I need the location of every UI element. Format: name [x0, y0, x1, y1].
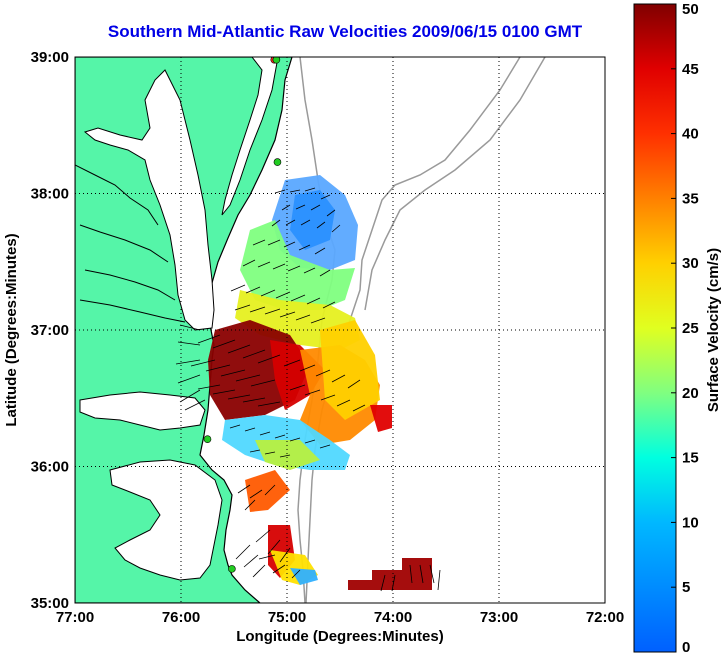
pamlico-sound — [109, 459, 223, 581]
y-axis-label: Latitude (Degrees:Minutes) — [3, 233, 20, 426]
colorbar-tick-label: 50 — [682, 1, 699, 18]
colorbar-tick-label: 35 — [682, 190, 699, 207]
lon-tick-label: 75:00 — [268, 609, 306, 626]
lat-tick-label: 37:00 — [31, 322, 69, 339]
colorbar-tick-label: 20 — [682, 385, 699, 402]
colorbar — [633, 3, 677, 653]
albemarle-sound — [79, 391, 206, 431]
river-york — [84, 269, 176, 301]
map-title: Southern Mid-Atlantic Raw Velocities 200… — [107, 22, 583, 41]
colorbar-tick-label: 40 — [682, 126, 699, 143]
x-axis-label: Longitude (Degrees:Minutes) — [236, 628, 444, 645]
longitude-ticks: 77:00 76:00 75:00 74:00 73:00 72:00 — [56, 609, 624, 626]
lat-tick-label: 39:00 — [31, 49, 69, 66]
bathymetry-contour-deep — [364, 57, 546, 311]
river-rappahannock — [79, 224, 169, 263]
lat-tick-label: 36:00 — [31, 459, 69, 476]
colorbar-ticks: 0 5 10 15 20 25 30 35 40 45 50 — [671, 1, 699, 656]
lon-tick-label: 77:00 — [56, 609, 94, 626]
river-james — [79, 299, 186, 323]
colorbar-label: Surface Velocity (cm/s) — [705, 248, 722, 412]
latitude-ticks: 39:00 38:00 37:00 36:00 35:00 — [31, 49, 69, 612]
velocity-field — [208, 175, 432, 590]
lon-tick-label: 73:00 — [480, 609, 518, 626]
graticule — [75, 57, 605, 603]
colorbar-tick-label: 10 — [682, 514, 699, 531]
station-markers — [203, 57, 282, 573]
hf-radar-station-marker — [272, 57, 281, 64]
lat-tick-label: 38:00 — [31, 186, 69, 203]
colorbar-tick-label: 5 — [682, 579, 690, 596]
lon-tick-label: 72:00 — [586, 609, 624, 626]
colorbar-tick-label: 25 — [682, 320, 699, 337]
velocity-vectors — [175, 187, 441, 592]
river-potomac — [75, 164, 159, 226]
colorbar-tick-label: 30 — [682, 255, 699, 272]
lon-tick-label: 74:00 — [374, 609, 412, 626]
lat-tick-label: 35:00 — [31, 595, 69, 612]
colorbar-tick-label: 15 — [682, 450, 699, 467]
plot-frame — [74, 56, 606, 604]
colorbar-tick-label: 45 — [682, 61, 699, 78]
chesapeake-bay — [83, 69, 215, 331]
hf-radar-station-marker — [203, 435, 212, 444]
hf-radar-station-marker — [228, 565, 236, 573]
hf-radar-station-marker — [273, 158, 282, 166]
bathymetry-contour-slope — [305, 57, 521, 603]
delaware-bay — [221, 57, 279, 216]
lon-tick-label: 76:00 — [162, 609, 200, 626]
colorbar-tick-label: 0 — [682, 639, 690, 656]
